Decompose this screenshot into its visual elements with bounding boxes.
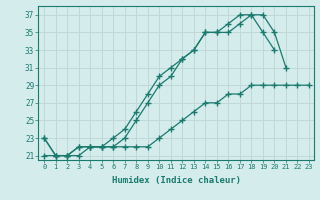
X-axis label: Humidex (Indice chaleur): Humidex (Indice chaleur) [111, 176, 241, 185]
